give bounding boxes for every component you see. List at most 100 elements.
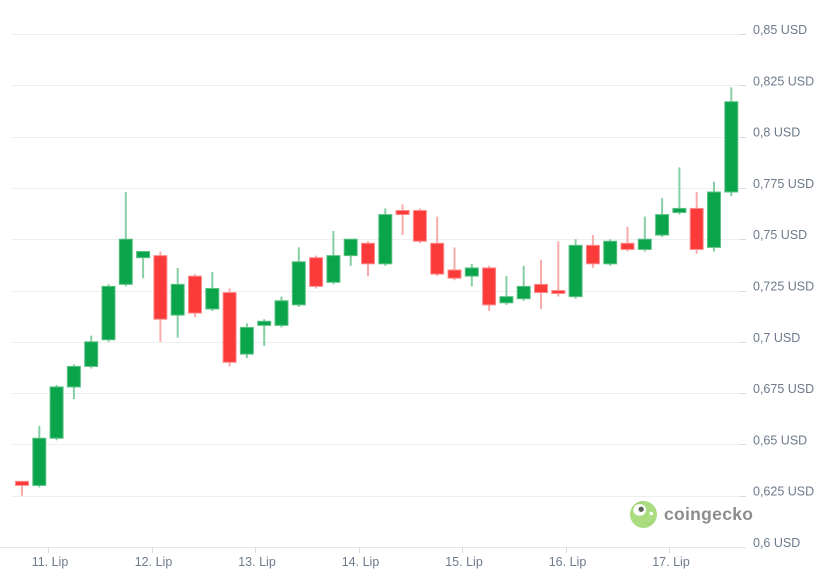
candle-body bbox=[724, 101, 739, 193]
y-axis-label: 0,825 USD bbox=[753, 74, 814, 88]
watermark-text: coingecko bbox=[664, 504, 754, 524]
candle-body bbox=[620, 242, 635, 250]
y-axis-label: 0,85 USD bbox=[753, 23, 807, 37]
candle[interactable] bbox=[32, 425, 47, 488]
candle[interactable] bbox=[170, 267, 185, 338]
candle[interactable] bbox=[136, 251, 151, 279]
candle[interactable] bbox=[603, 239, 618, 266]
candle[interactable] bbox=[291, 247, 306, 307]
candle[interactable] bbox=[534, 259, 548, 309]
y-axis-label: 0,65 USD bbox=[753, 433, 807, 447]
candle[interactable] bbox=[153, 251, 168, 342]
candle-body bbox=[464, 267, 479, 277]
candle-body bbox=[239, 326, 254, 355]
candle-wick bbox=[401, 204, 404, 236]
candle-body bbox=[603, 240, 618, 265]
candle-body bbox=[205, 287, 220, 310]
candle[interactable] bbox=[585, 235, 600, 268]
x-axis-label: 14. Lip bbox=[342, 555, 380, 569]
candle[interactable] bbox=[482, 265, 497, 312]
candle-wick bbox=[21, 481, 23, 496]
candle-body bbox=[585, 244, 600, 265]
x-axis-label: 11. Lip bbox=[32, 555, 69, 569]
x-axis-label: 12. Lip bbox=[135, 555, 173, 569]
candle-body bbox=[101, 285, 116, 341]
candle-wick bbox=[678, 167, 681, 215]
candle[interactable] bbox=[188, 274, 202, 318]
candle-body bbox=[32, 437, 47, 486]
candle[interactable] bbox=[672, 167, 687, 215]
candle-body bbox=[343, 238, 358, 257]
candle-body bbox=[637, 238, 652, 250]
candle[interactable] bbox=[412, 208, 427, 244]
y-axis-label: 0,625 USD bbox=[753, 485, 814, 499]
candle[interactable] bbox=[724, 87, 739, 197]
candle[interactable] bbox=[395, 204, 410, 236]
candle-body bbox=[361, 242, 375, 265]
candle[interactable] bbox=[551, 241, 566, 297]
candle-body bbox=[412, 209, 427, 242]
candle-body bbox=[430, 242, 445, 275]
x-axis-label: 16. Lip bbox=[549, 555, 587, 569]
candle[interactable] bbox=[343, 238, 358, 266]
candle-body bbox=[66, 365, 81, 388]
candle[interactable] bbox=[655, 198, 670, 238]
candle-body bbox=[689, 207, 704, 250]
candle-body bbox=[136, 251, 151, 259]
candle-body bbox=[551, 290, 566, 294]
candle-body bbox=[672, 207, 687, 214]
candle[interactable] bbox=[49, 384, 64, 441]
coingecko-watermark[interactable]: coingecko bbox=[630, 501, 753, 528]
candle[interactable] bbox=[222, 288, 237, 367]
candle[interactable] bbox=[637, 216, 652, 252]
candle[interactable] bbox=[205, 272, 220, 312]
candle[interactable] bbox=[378, 208, 393, 266]
candle[interactable] bbox=[84, 335, 99, 369]
candle[interactable] bbox=[101, 284, 116, 342]
candle[interactable] bbox=[499, 276, 514, 305]
y-axis-label: 0,775 USD bbox=[753, 177, 814, 191]
candle-body bbox=[395, 209, 410, 216]
candle-body bbox=[15, 480, 29, 486]
candle[interactable] bbox=[516, 265, 531, 301]
candle-body bbox=[447, 269, 462, 279]
candle[interactable] bbox=[257, 319, 272, 346]
candle-body bbox=[482, 267, 497, 306]
candle[interactable] bbox=[689, 192, 704, 254]
candle-body bbox=[49, 386, 64, 439]
candle[interactable] bbox=[707, 181, 721, 252]
y-axis-label: 0,7 USD bbox=[753, 331, 800, 345]
candle[interactable] bbox=[274, 296, 289, 328]
y-axis-label: 0,75 USD bbox=[753, 228, 807, 242]
candle-wick bbox=[453, 247, 456, 281]
candle[interactable] bbox=[620, 226, 635, 252]
candle-body bbox=[222, 292, 237, 363]
candle-body bbox=[568, 244, 583, 298]
candle-wick bbox=[263, 319, 266, 346]
candle[interactable] bbox=[309, 255, 324, 289]
candle[interactable] bbox=[568, 239, 583, 299]
y-axis-label: 0,8 USD bbox=[753, 126, 800, 140]
candle-body bbox=[707, 191, 721, 248]
coingecko-logo-icon bbox=[630, 501, 657, 528]
candle-wick bbox=[505, 276, 508, 305]
x-axis-label: 17. Lip bbox=[652, 555, 690, 569]
x-axis-label: 13. Lip bbox=[238, 555, 276, 569]
x-axis-label: 15. Lip bbox=[445, 555, 483, 569]
candle-body bbox=[188, 275, 202, 314]
candle-body bbox=[516, 285, 531, 300]
candle[interactable] bbox=[447, 247, 462, 281]
candle-wick bbox=[643, 216, 646, 252]
candle[interactable] bbox=[326, 230, 341, 285]
candle[interactable] bbox=[118, 192, 133, 287]
candle[interactable] bbox=[361, 241, 375, 277]
candle[interactable] bbox=[15, 480, 29, 496]
candle-body bbox=[257, 320, 272, 326]
y-axis-label: 0,675 USD bbox=[753, 382, 814, 396]
candle[interactable] bbox=[239, 323, 254, 359]
candle[interactable] bbox=[464, 263, 479, 287]
candle[interactable] bbox=[430, 216, 445, 277]
candle[interactable] bbox=[66, 364, 81, 400]
